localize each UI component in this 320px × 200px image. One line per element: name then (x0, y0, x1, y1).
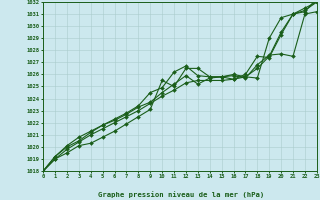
Text: Graphe pression niveau de la mer (hPa): Graphe pression niveau de la mer (hPa) (98, 191, 264, 198)
